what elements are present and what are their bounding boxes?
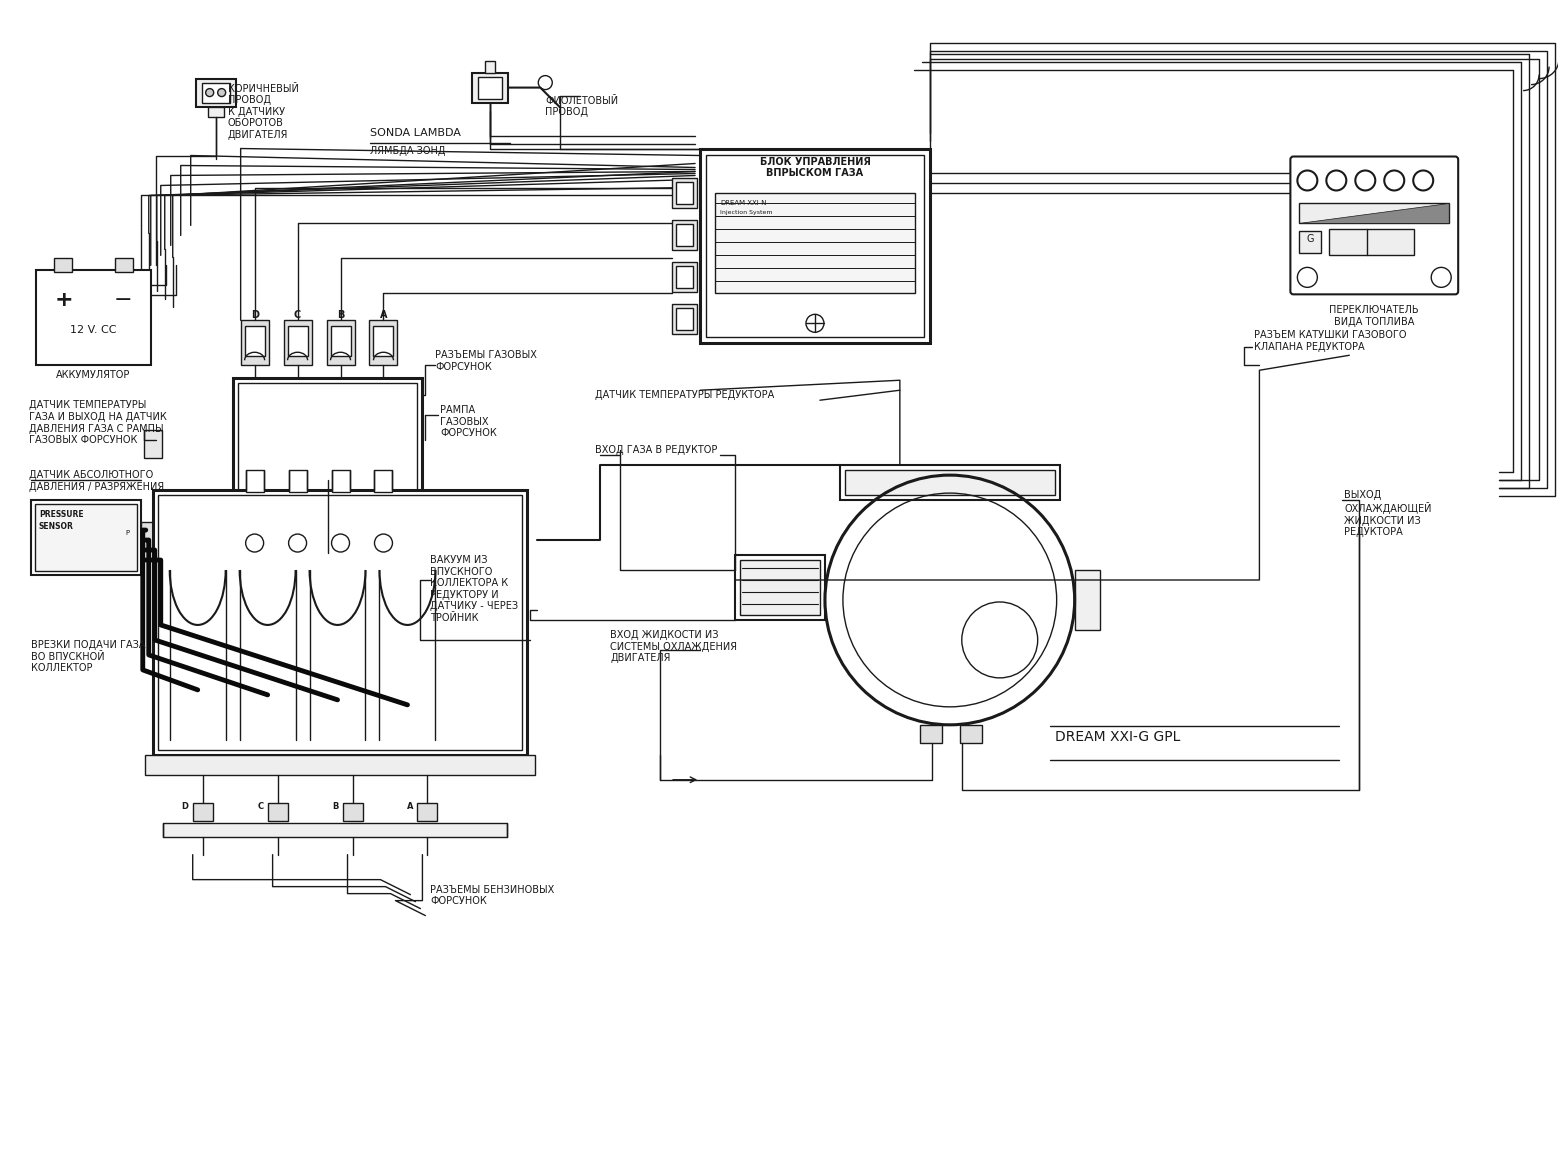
Bar (193, 803, 212, 820)
FancyBboxPatch shape (1291, 157, 1458, 294)
Bar (31, 500, 140, 575)
Bar (246, 470, 263, 492)
Text: SENSOR: SENSOR (39, 522, 73, 531)
Bar (153, 490, 527, 755)
Text: B: B (337, 310, 345, 321)
Text: ВЫХОД
ОХЛАЖДАЮЩЕЙ
ЖИДКОСТИ ИЗ
РЕДУКТОРА: ВЫХОД ОХЛАЖДАЮЩЕЙ ЖИДКОСТИ ИЗ РЕДУКТОРА (1344, 490, 1431, 538)
Bar (145, 755, 535, 774)
Bar (343, 803, 363, 820)
Text: −: − (114, 291, 133, 310)
Text: A: A (380, 310, 387, 321)
Bar (232, 379, 422, 514)
Text: SONDA LAMBDA: SONDA LAMBDA (371, 128, 461, 137)
Bar (845, 470, 1055, 495)
Bar (716, 194, 915, 293)
Bar (369, 321, 398, 366)
Text: ДАТЧИК ТЕМПЕРАТУРЫ
ГАЗА И ВЫХОД НА ДАТЧИК
ДАВЛЕНИЯ ГАЗА С РАМПЫ
ГАЗОВЫХ ФОРСУНОК: ДАТЧИК ТЕМПЕРАТУРЫ ГАЗА И ВЫХОД НА ДАТЧИ… (30, 400, 167, 445)
Text: ПЕРЕКЛЮЧАТЕЛЬ
ВИДА ТОПЛИВА: ПЕРЕКЛЮЧАТЕЛЬ ВИДА ТОПЛИВА (1330, 306, 1419, 327)
Text: G: G (1306, 234, 1314, 245)
Bar (472, 73, 508, 103)
Bar (332, 470, 349, 492)
Text: ЛЯМБДА ЗОНД: ЛЯМБДА ЗОНД (371, 145, 446, 156)
Bar (245, 327, 265, 357)
Text: РАМПА
ГАЗОВЫХ
ФОРСУНОК: РАМПА ГАЗОВЫХ ФОРСУНОК (440, 405, 497, 439)
Text: ВАКУУМ ИЗ
ВПУСКНОГО
КОЛЛЕКТОРА К
РЕДУКТОРУ И
ДАТЧИКУ - ЧЕРЕЗ
ТРОЙНИК: ВАКУУМ ИЗ ВПУСКНОГО КОЛЛЕКТОРА К РЕДУКТО… (430, 555, 519, 623)
Bar (677, 182, 694, 204)
Bar (36, 270, 151, 366)
Bar (140, 522, 153, 550)
Text: ДАТЧИК ТЕМПЕРАТУРЫ РЕДУКТОРА: ДАТЧИК ТЕМПЕРАТУРЫ РЕДУКТОРА (596, 390, 775, 400)
Text: DREAM-XXI-N: DREAM-XXI-N (720, 201, 767, 207)
Text: +: + (55, 291, 73, 310)
Bar (237, 383, 418, 508)
Bar (672, 220, 697, 250)
Bar (288, 470, 307, 492)
Bar (115, 258, 133, 272)
Text: ВХОД ЖИДКОСТИ ИЗ
СИСТЕМЫ ОХЛАЖДЕНИЯ
ДВИГАТЕЛЯ: ВХОД ЖИДКОСТИ ИЗ СИСТЕМЫ ОХЛАЖДЕНИЯ ДВИГ… (610, 630, 737, 664)
Bar (677, 267, 694, 288)
Text: РАЗЪЕМЫ БЕНЗИНОВЫХ
ФОРСУНОК: РАЗЪЕМЫ БЕНЗИНОВЫХ ФОРСУНОК (430, 885, 555, 906)
Bar (1330, 230, 1414, 255)
Text: РАЗЪЕМ КАТУШКИ ГАЗОВОГО
КЛАПАНА РЕДУКТОРА: РАЗЪЕМ КАТУШКИ ГАЗОВОГО КЛАПАНА РЕДУКТОР… (1255, 330, 1406, 352)
Bar (228, 505, 427, 517)
Text: A: A (407, 802, 413, 811)
Bar (706, 155, 924, 337)
Bar (920, 725, 942, 743)
Bar (201, 83, 229, 103)
Bar (741, 560, 820, 615)
Bar (485, 61, 496, 73)
Text: D: D (182, 802, 189, 811)
Bar (1074, 570, 1099, 630)
Bar (207, 106, 223, 117)
Bar (672, 179, 697, 209)
Text: DREAM XXI-G GPL: DREAM XXI-G GPL (1055, 729, 1180, 744)
Bar (34, 504, 137, 571)
Bar (672, 262, 697, 292)
Text: Injection System: Injection System (720, 210, 773, 216)
Text: C: C (257, 802, 263, 811)
Bar (960, 725, 982, 743)
Text: ВХОД ГАЗА В РЕДУКТОР: ВХОД ГАЗА В РЕДУКТОР (596, 445, 717, 455)
Circle shape (218, 89, 226, 97)
Bar (840, 465, 1060, 500)
Text: P: P (126, 530, 129, 537)
Text: B: B (332, 802, 338, 811)
Text: PRESSURE: PRESSURE (39, 510, 84, 519)
Bar (479, 76, 502, 98)
Text: БЛОК УПРАВЛЕНИЯ
ВПРЫСКОМ ГАЗА: БЛОК УПРАВЛЕНИЯ ВПРЫСКОМ ГАЗА (759, 157, 870, 178)
Text: ВРЕЗКИ ПОДАЧИ ГАЗА
ВО ВПУСКНОЙ
КОЛЛЕКТОР: ВРЕЗКИ ПОДАЧИ ГАЗА ВО ВПУСКНОЙ КОЛЛЕКТОР (31, 640, 145, 673)
Bar (331, 327, 351, 357)
Bar (287, 327, 307, 357)
Bar (672, 305, 697, 335)
Bar (326, 321, 354, 366)
Circle shape (206, 89, 214, 97)
Bar (374, 470, 393, 492)
Text: АККУМУЛЯТОР: АККУМУЛЯТОР (56, 370, 129, 381)
Text: C: C (295, 310, 301, 321)
Bar (374, 327, 393, 357)
Text: ФИОЛЕТОВЫЙ
ПРОВОД: ФИОЛЕТОВЫЙ ПРОВОД (546, 96, 619, 118)
Bar (196, 78, 235, 106)
Polygon shape (1299, 203, 1450, 224)
Bar (240, 321, 268, 366)
Bar (55, 258, 72, 272)
Bar (418, 803, 438, 820)
Text: РАЗЪЕМЫ ГАЗОВЫХ
ФОРСУНОК: РАЗЪЕМЫ ГАЗОВЫХ ФОРСУНОК (435, 351, 538, 372)
Bar (1299, 203, 1450, 224)
Bar (677, 224, 694, 247)
Text: КОРИЧНЕВЫЙ
ПРОВОД
К ДАТЧИКУ
ОБОРОТОВ
ДВИГАТЕЛЯ: КОРИЧНЕВЫЙ ПРОВОД К ДАТЧИКУ ОБОРОТОВ ДВИ… (228, 83, 298, 140)
Bar (162, 823, 507, 837)
Bar (1299, 232, 1322, 254)
Bar (268, 803, 287, 820)
Bar (700, 149, 929, 343)
Bar (143, 430, 162, 458)
Text: D: D (251, 310, 259, 321)
Text: 12 V. CC: 12 V. CC (70, 325, 115, 336)
Bar (734, 555, 825, 620)
Text: ДАТЧИК АБСОЛЮТНОГО
ДАВЛЕНИЯ / РАЗРЯЖЕНИЯ: ДАТЧИК АБСОЛЮТНОГО ДАВЛЕНИЯ / РАЗРЯЖЕНИЯ (30, 470, 164, 492)
Bar (677, 308, 694, 330)
Bar (157, 495, 522, 750)
Bar (284, 321, 312, 366)
